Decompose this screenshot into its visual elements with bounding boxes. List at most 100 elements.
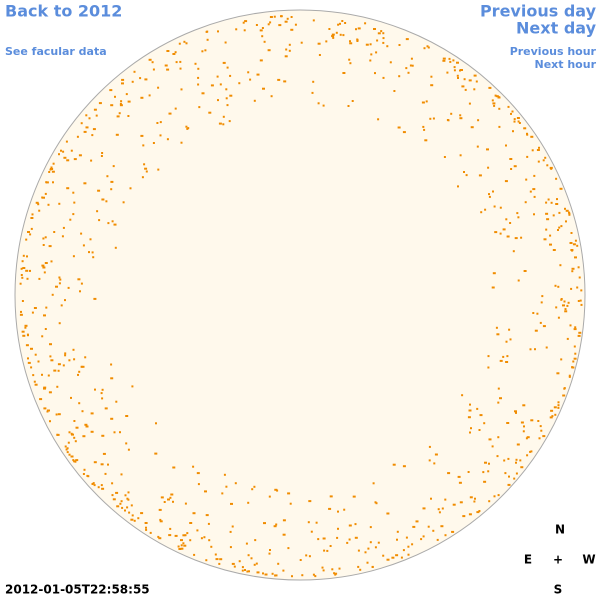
- facula: [85, 425, 89, 428]
- facula: [460, 69, 463, 71]
- facula: [168, 112, 172, 115]
- facula: [412, 525, 416, 528]
- facula: [44, 192, 47, 195]
- facula: [459, 117, 463, 120]
- back-link[interactable]: Back to 2012: [5, 2, 122, 21]
- facula: [367, 547, 370, 550]
- facula: [106, 175, 109, 178]
- facula: [203, 536, 206, 539]
- facula: [462, 515, 466, 518]
- facula: [566, 337, 569, 340]
- facula: [513, 120, 516, 123]
- facula: [74, 440, 77, 443]
- facula: [82, 244, 85, 247]
- facula: [526, 436, 530, 439]
- facula: [547, 198, 550, 201]
- facula: [348, 538, 351, 541]
- facula: [27, 361, 31, 364]
- facula: [359, 568, 362, 571]
- facula: [523, 270, 527, 272]
- facula: [26, 277, 29, 280]
- facula: [442, 57, 446, 60]
- facula: [386, 512, 390, 515]
- facula: [110, 104, 114, 107]
- facula: [110, 188, 113, 191]
- facula: [356, 40, 359, 42]
- facula: [307, 521, 310, 524]
- facula: [207, 522, 210, 525]
- facula: [112, 165, 115, 168]
- facula: [170, 493, 174, 496]
- facula: [245, 542, 248, 545]
- previous-day-link[interactable]: Previous day: [480, 2, 597, 21]
- facula: [261, 27, 264, 29]
- facula: [467, 471, 470, 473]
- facula: [111, 482, 114, 485]
- next-day-link[interactable]: Next day: [516, 19, 597, 38]
- facula: [102, 452, 106, 455]
- facula: [223, 473, 226, 476]
- next-hour-link[interactable]: Next hour: [535, 58, 597, 71]
- facula: [42, 244, 45, 246]
- facula: [386, 558, 390, 561]
- facula: [430, 497, 432, 500]
- facula: [557, 229, 559, 231]
- facula: [396, 530, 399, 533]
- facula: [374, 72, 376, 75]
- facula: [318, 54, 321, 56]
- facula: [186, 127, 189, 130]
- facula: [442, 59, 446, 62]
- facula: [205, 30, 208, 33]
- facula: [317, 538, 320, 541]
- previous-hour-link[interactable]: Previous hour: [510, 45, 597, 58]
- facular-link[interactable]: See facular data: [5, 45, 107, 58]
- facula: [51, 170, 55, 173]
- facula: [402, 465, 406, 468]
- facula: [531, 149, 534, 152]
- facula: [539, 425, 542, 428]
- facula: [115, 491, 119, 494]
- facula: [125, 93, 128, 96]
- facula: [22, 254, 25, 257]
- facula: [89, 238, 92, 241]
- facula: [49, 343, 52, 346]
- facula: [177, 545, 180, 548]
- facula: [322, 104, 325, 107]
- facula: [530, 450, 533, 453]
- facula: [41, 264, 45, 267]
- compass-north: N: [555, 523, 565, 537]
- facula: [22, 267, 26, 269]
- facula: [51, 168, 54, 170]
- facula: [421, 101, 425, 104]
- facula: [441, 507, 444, 510]
- facula: [159, 134, 162, 137]
- facula: [386, 45, 389, 48]
- facula: [229, 546, 232, 549]
- facula: [77, 373, 79, 376]
- facula: [229, 530, 232, 533]
- facula: [478, 174, 482, 177]
- facula: [61, 235, 64, 238]
- facula: [347, 105, 350, 107]
- facula: [248, 570, 250, 573]
- facula: [43, 314, 46, 317]
- facula: [514, 410, 517, 413]
- facula: [101, 152, 104, 154]
- facula: [210, 545, 213, 548]
- facula: [200, 537, 203, 540]
- facula: [79, 290, 81, 293]
- facula: [180, 544, 183, 547]
- facula: [101, 397, 104, 400]
- facula: [289, 502, 292, 505]
- facula: [91, 134, 94, 137]
- facula: [407, 71, 410, 74]
- facula: [282, 569, 285, 572]
- facula: [219, 83, 222, 86]
- facula: [568, 375, 571, 378]
- facula: [164, 64, 168, 67]
- facula: [457, 185, 459, 188]
- facula: [519, 459, 522, 462]
- facula: [405, 536, 408, 539]
- facula: [192, 465, 195, 468]
- facula: [119, 102, 122, 105]
